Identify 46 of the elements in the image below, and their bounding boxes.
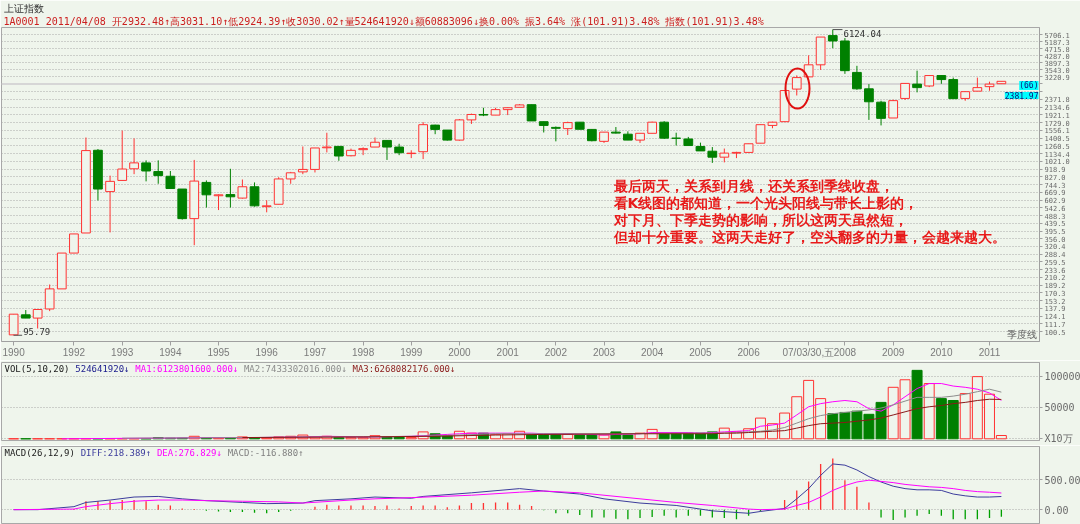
annotation: 对下月、下季走势的影响，所以这两天虽然短， <box>612 211 908 228</box>
x-tick-label: 1994 <box>159 346 182 358</box>
x-tick-label: 2002 <box>544 346 568 358</box>
annotation: 2381.97 <box>1004 92 1039 101</box>
annotation: 但却十分重要。这两天走好了，空头翻多的力量，会越来越大。 <box>612 228 1006 245</box>
x-tick-label: 2010 <box>930 346 953 358</box>
x-tick-label: 2004 <box>641 346 664 358</box>
x-tick-label: 2006 <box>737 346 761 358</box>
chart-subtitle: 1A0001 2011/04/08 开2932.48↑高3031.10↑低2924.39↑收3030.02↑量524641920↓额60883096↓换0.00% 振3.64% 涨(101.91)3.48% 指数(101.91)3.48% <box>3 16 764 27</box>
annotation: 6124.04 <box>843 28 882 39</box>
x-tick-label: 1990 <box>2 346 26 358</box>
text: MA3:6268082176.000↓ <box>352 363 456 374</box>
x-tick-label: 1996 <box>255 346 279 358</box>
chart-subtitle: 524641920↓ <box>75 363 130 374</box>
y-tick-label: 100000 <box>1044 370 1080 382</box>
x-tick-label: 1992 <box>62 346 86 358</box>
y-tick-label: 500.00 <box>1044 474 1080 486</box>
chart-title: VOL(5,10,20) <box>4 363 70 374</box>
y-tick-label: 0.00 <box>1044 504 1069 516</box>
chart-title: 上证指数 <box>3 2 44 14</box>
x-tick-label: 2000 <box>448 346 471 358</box>
x-tick-label: 2005 <box>689 346 713 358</box>
annotation: 最后两天，关系到月线，还关系到季线收盘， <box>612 177 894 194</box>
annotation: (66) <box>1019 81 1039 90</box>
x-tick-label: 2011 <box>978 346 1001 358</box>
x-tick-label: 2009 <box>882 346 905 358</box>
y-tick-label: 50000 <box>1044 401 1075 413</box>
x-tick-label: 1999 <box>400 346 423 358</box>
annotation: MACD:-116.880↑ <box>227 447 304 458</box>
text: DEA:276.829↓ <box>156 447 222 458</box>
x-tick-label: 2008 <box>833 346 857 358</box>
annotation: 看K线图的都知道，一个光头阳线与带长上影的， <box>612 194 919 211</box>
x-tick-label: 2003 <box>592 346 616 358</box>
x-axis-title: 季度线 <box>1006 328 1037 340</box>
x-tick-label: 1995 <box>207 346 231 358</box>
x-tick-label: 1998 <box>351 346 375 358</box>
annotation: 95.79 <box>23 327 51 338</box>
text: MA2:7433302016.000↓ <box>243 363 347 374</box>
x-tick-label: 1997 <box>303 346 327 358</box>
text: DIFF:218.389↑ <box>80 447 152 458</box>
chart-title: MACD(26,12,9) <box>4 447 75 458</box>
y-tick-label: X10万 <box>1044 433 1073 445</box>
x-tick-label: 07/03/30,五 <box>782 346 835 358</box>
text: MA1:6123801600.000↓ <box>135 363 239 374</box>
x-tick-label: 1993 <box>111 346 134 358</box>
x-tick-label: 2001 <box>496 346 520 358</box>
